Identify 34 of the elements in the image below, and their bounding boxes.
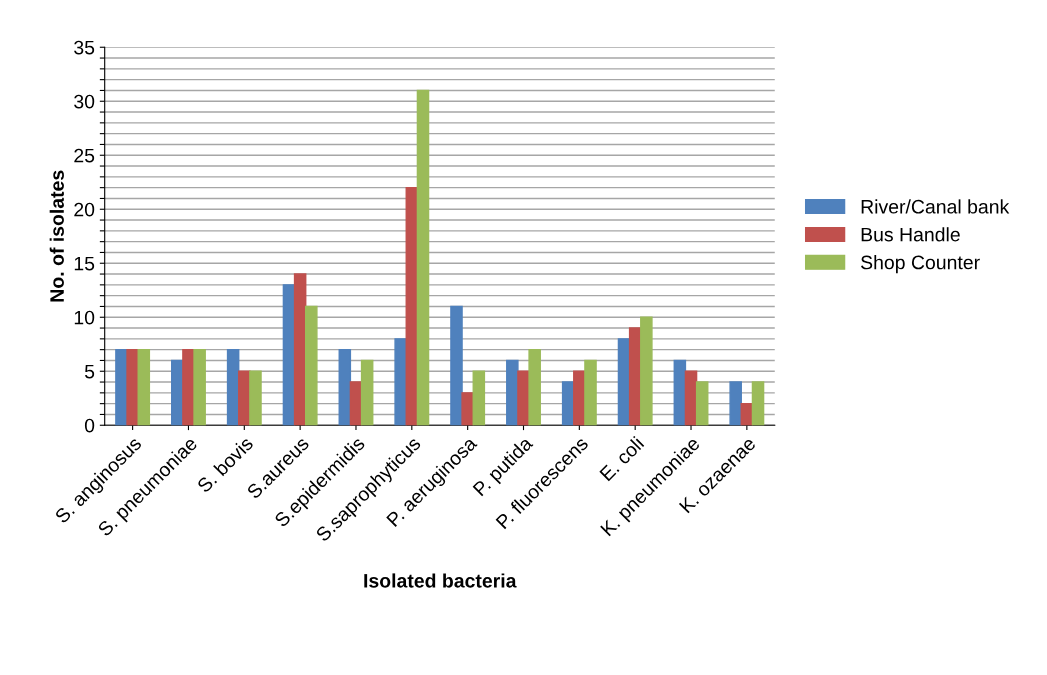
y-tick-label: 25	[74, 148, 95, 163]
bar	[126, 348, 139, 426]
bar	[249, 370, 262, 426]
y-tick-label: 35	[74, 40, 95, 55]
bar	[193, 348, 206, 426]
bar	[472, 370, 486, 426]
y-tick-label: 10	[74, 310, 95, 325]
bar	[640, 316, 653, 426]
legend-label: Shop Counter	[861, 255, 980, 274]
bar	[528, 348, 541, 426]
bar	[338, 348, 352, 426]
bar	[695, 381, 709, 426]
bar	[416, 89, 430, 426]
y-tick-label: 0	[84, 418, 95, 433]
legend-label: Bus Handle	[861, 227, 960, 242]
y-tick-label: 5	[84, 364, 95, 379]
y-tick-label: 20	[74, 202, 95, 217]
bar	[461, 392, 474, 426]
y-tick-label: 15	[74, 256, 95, 271]
y-axis-title: No. of isolates	[49, 170, 64, 302]
x-axis-title: Isolated bacteria	[364, 573, 517, 588]
y-tick-label: 30	[74, 94, 95, 109]
bar	[305, 305, 318, 426]
bar	[584, 359, 597, 426]
bar	[506, 359, 519, 426]
bar	[729, 381, 742, 426]
bar	[226, 348, 240, 426]
bar	[360, 359, 374, 426]
legend-label: River/Canal bank	[861, 199, 1010, 214]
bar	[450, 305, 463, 426]
bar	[293, 273, 307, 426]
bar	[394, 338, 407, 426]
bar	[137, 348, 151, 426]
bar	[751, 381, 765, 426]
